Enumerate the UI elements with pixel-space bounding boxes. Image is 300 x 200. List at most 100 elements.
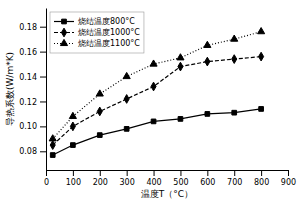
x-tick-label: 600 [200, 178, 215, 187]
y-tick-label: 0.10 [19, 122, 37, 131]
y-tick: 0.14 [19, 73, 46, 82]
x-tick-label: 400 [146, 178, 161, 187]
point [259, 107, 264, 112]
point [205, 112, 210, 117]
y-tick-mark [40, 101, 46, 102]
y-tick-mark [40, 151, 46, 152]
x-axis-line [47, 170, 289, 171]
legend-frame [50, 12, 144, 53]
x-tick-mark [288, 170, 289, 176]
x-tick-label: 900 [281, 178, 296, 187]
point [232, 55, 237, 64]
legend-label: 烧结温度800°C [78, 17, 135, 26]
y-tick-label: 0.14 [19, 73, 37, 82]
x-tick: 400 [146, 170, 161, 187]
point [50, 153, 55, 158]
y-axis-line [46, 9, 47, 171]
legend-marker [61, 28, 66, 37]
point [69, 112, 76, 118]
point [259, 52, 264, 61]
y-tick-mark [40, 126, 46, 127]
series [50, 107, 263, 158]
point [178, 62, 183, 71]
x-tick-label: 200 [93, 178, 108, 187]
legend-item: 烧结温度800°C [54, 17, 135, 26]
y-tick-label: 0.18 [19, 23, 37, 32]
legend-label: 烧结温度1100°C [78, 39, 140, 48]
series [49, 28, 265, 141]
point [71, 143, 76, 148]
x-tick-mark [154, 170, 155, 176]
x-tick-label: 800 [254, 178, 269, 187]
x-tick: 0 [44, 170, 49, 187]
point [97, 133, 102, 138]
x-tick: 300 [120, 170, 135, 187]
x-tick-mark [180, 170, 181, 176]
y-tick-label: 0.16 [19, 48, 37, 57]
y-tick-label: 0.08 [19, 147, 37, 156]
x-tick-mark [46, 170, 47, 176]
point [205, 57, 210, 66]
point [96, 90, 103, 96]
y-tick-mark [40, 52, 46, 53]
point [151, 119, 156, 124]
series [50, 52, 263, 149]
y-tick-mark [40, 27, 46, 28]
x-tick-label: 700 [227, 178, 242, 187]
y-tick-label: 0.12 [19, 98, 37, 107]
x-tick-mark [261, 170, 262, 176]
y-axis: 0.08 0.10 0.12 0.14 0.16 0.18 [19, 9, 46, 171]
x-tick-mark [73, 170, 74, 176]
point [50, 141, 55, 150]
point [258, 28, 265, 34]
point [70, 122, 75, 131]
marks [49, 28, 265, 158]
point [49, 135, 56, 141]
x-tick-mark [127, 170, 128, 176]
point [150, 60, 157, 66]
point [232, 110, 237, 115]
point [124, 95, 129, 104]
point [97, 107, 102, 116]
series-line [53, 57, 261, 145]
x-axis-title: 温度T（°C） [141, 189, 193, 199]
legend-item: 烧结温度1000°C [54, 28, 140, 37]
point [178, 117, 183, 122]
point [177, 54, 184, 60]
legend-item: 烧结温度1100°C [54, 39, 140, 48]
point [204, 41, 211, 47]
point [124, 127, 129, 132]
x-tick: 500 [173, 170, 188, 187]
x-tick-mark [100, 170, 101, 176]
y-axis-title: 导热系数(W/m*K) [5, 52, 15, 126]
chart: 0 100 200 300 400 500 600 700 800 900 0.08 0.10 0.12… [0, 0, 300, 200]
series-line [53, 32, 261, 139]
y-tick: 0.16 [19, 48, 46, 57]
series-line [53, 109, 261, 155]
x-tick: 700 [227, 170, 242, 187]
x-tick-label: 300 [120, 178, 135, 187]
legend-label: 烧结温度1000°C [78, 28, 140, 37]
chart-container: 0 100 200 300 400 500 600 700 800 900 0.08 0.10 0.12… [0, 0, 300, 200]
legend-marker [62, 19, 67, 24]
x-tick-mark [207, 170, 208, 176]
x-tick-label: 500 [173, 178, 188, 187]
x-axis: 0 100 200 300 400 500 600 700 800 900 [44, 170, 296, 187]
legend: 烧结温度800°C 烧结温度1000°C 烧结温度1100°C [50, 12, 144, 53]
x-tick-mark [234, 170, 235, 176]
x-tick-label: 100 [66, 178, 81, 187]
point [123, 72, 130, 78]
y-tick: 0.12 [19, 98, 46, 107]
y-tick: 0.10 [19, 122, 46, 131]
x-tick: 100 [66, 170, 81, 187]
point [231, 35, 238, 41]
x-tick: 200 [93, 170, 108, 187]
point [151, 82, 156, 91]
plot: 0 100 200 300 400 500 600 700 800 900 0.08 0.10 0.12… [19, 9, 296, 187]
y-tick: 0.08 [19, 147, 46, 156]
y-tick-mark [40, 77, 46, 78]
y-tick: 0.18 [19, 23, 46, 32]
x-tick: 900 [281, 170, 296, 187]
legend-marker [60, 39, 67, 45]
x-tick: 600 [200, 170, 215, 187]
